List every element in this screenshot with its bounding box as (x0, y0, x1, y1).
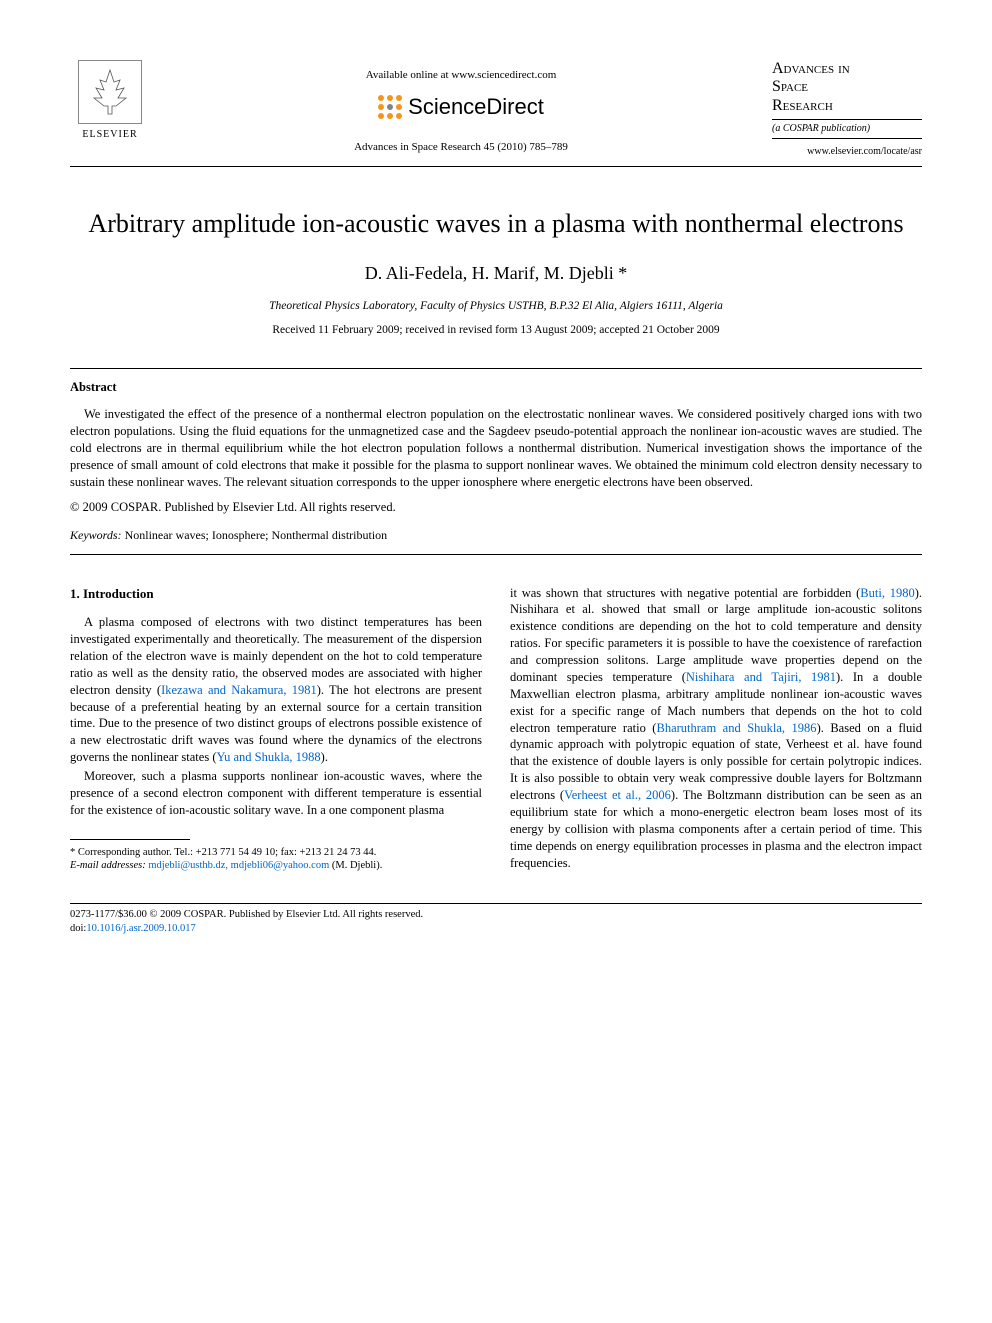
p3-text-a: it was shown that structures with negati… (510, 586, 860, 600)
journal-name-line3: Research (772, 97, 922, 115)
journal-name-line1: Advances in (772, 60, 922, 78)
footnote-line2: E-mail addresses: mdjebli@usthb.dz, mdje… (70, 859, 482, 873)
sd-dots-icon (378, 95, 402, 119)
intro-para-3: it was shown that structures with negati… (510, 585, 922, 872)
center-header: Available online at www.sciencedirect.co… (150, 60, 772, 155)
citation-nishihara[interactable]: Nishihara and Tajiri, 1981 (686, 670, 836, 684)
keywords-label: Keywords: (70, 528, 122, 542)
available-online-text: Available online at www.sciencedirect.co… (150, 68, 772, 83)
keywords-line: Keywords: Nonlinear waves; Ionosphere; N… (70, 527, 922, 543)
journal-name-line2: Space (772, 78, 922, 96)
corresponding-author-footnote: * Corresponding author. Tel.: +213 771 5… (70, 846, 482, 873)
affiliation: Theoretical Physics Laboratory, Faculty … (70, 299, 922, 315)
article-title: Arbitrary amplitude ion-acoustic waves i… (70, 207, 922, 241)
header-rule (70, 166, 922, 167)
elsevier-tree-icon (78, 60, 142, 124)
intro-para-1: A plasma composed of electrons with two … (70, 614, 482, 766)
footnote-line1: * Corresponding author. Tel.: +213 771 5… (70, 846, 482, 860)
keywords-value: Nonlinear waves; Ionosphere; Nonthermal … (125, 528, 388, 542)
footnote-emails[interactable]: mdjebli@usthb.dz, mdjebli06@yahoo.com (148, 860, 329, 871)
citation-ikezawa[interactable]: Ikezawa and Nakamura, 1981 (161, 683, 317, 697)
abstract-heading: Abstract (70, 379, 922, 396)
abstract-top-rule (70, 368, 922, 369)
section-1-heading: 1. Introduction (70, 585, 482, 603)
journal-url: www.elsevier.com/locate/asr (772, 145, 922, 159)
doi-label: doi: (70, 923, 86, 934)
footer-issn-line: 0273-1177/$36.00 © 2009 COSPAR. Publishe… (70, 908, 922, 922)
footer-doi-line: doi:10.1016/j.asr.2009.10.017 (70, 922, 922, 936)
intro-para-2: Moreover, such a plasma supports nonline… (70, 768, 482, 819)
sd-brand-text: ScienceDirect (408, 92, 544, 122)
article-dates: Received 11 February 2009; received in r… (70, 323, 922, 339)
citation-buti[interactable]: Buti, 1980 (860, 586, 914, 600)
right-column: it was shown that structures with negati… (510, 585, 922, 873)
publisher-logo: ELSEVIER (70, 60, 150, 142)
publisher-name: ELSEVIER (82, 128, 137, 142)
footnote-tail: (M. Djebli). (329, 860, 382, 871)
abstract-bottom-rule (70, 554, 922, 555)
abstract-copyright: © 2009 COSPAR. Published by Elsevier Ltd… (70, 499, 922, 516)
journal-reference: Advances in Space Research 45 (2010) 785… (150, 140, 772, 155)
body-columns: 1. Introduction A plasma composed of ele… (70, 585, 922, 873)
citation-yu-shukla[interactable]: Yu and Shukla, 1988 (216, 750, 320, 764)
cospar-note: (a COSPAR publication) (772, 119, 922, 139)
citation-bharuthram[interactable]: Bharuthram and Shukla, 1986 (656, 721, 816, 735)
p1-text-c: ). (321, 750, 328, 764)
doi-link[interactable]: 10.1016/j.asr.2009.10.017 (86, 923, 195, 934)
left-column: 1. Introduction A plasma composed of ele… (70, 585, 482, 873)
sciencedirect-logo: ScienceDirect (378, 92, 544, 122)
abstract-body: We investigated the effect of the presen… (70, 406, 922, 490)
journal-brand-box: Advances in Space Research (a COSPAR pub… (772, 60, 922, 158)
page-footer: 0273-1177/$36.00 © 2009 COSPAR. Publishe… (70, 903, 922, 936)
page-header: ELSEVIER Available online at www.science… (70, 60, 922, 158)
citation-verheest[interactable]: Verheest et al., 2006 (564, 788, 671, 802)
footer-rule (70, 903, 922, 904)
authors: D. Ali-Fedela, H. Marif, M. Djebli * (70, 261, 922, 285)
footnote-email-label: E-mail addresses: (70, 860, 146, 871)
footnote-rule (70, 839, 190, 840)
